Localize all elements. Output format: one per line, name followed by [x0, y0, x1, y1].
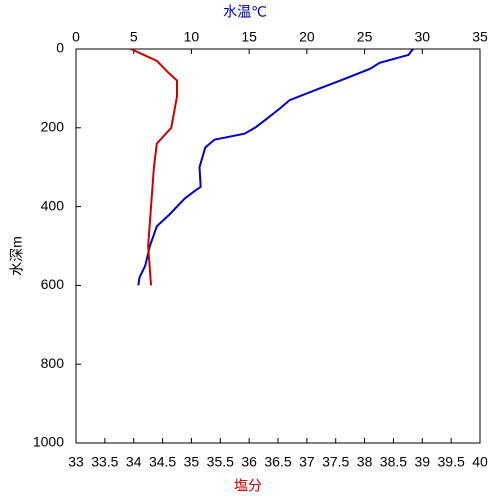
- x2-tick-label: 10: [184, 29, 200, 45]
- x-tick-label: 34.5: [149, 454, 176, 470]
- y-tick-label: 1000: [33, 434, 64, 450]
- x-tick-label: 36: [241, 454, 257, 470]
- x-tick-label: 38.5: [380, 454, 407, 470]
- x-axis-label: 塩分: [234, 478, 262, 494]
- x-tick-label: 38: [357, 454, 373, 470]
- x-tick-label: 35.5: [207, 454, 234, 470]
- x-tick-label: 36.5: [264, 454, 291, 470]
- profile-line: [137, 48, 414, 286]
- x-tick-label: 37: [299, 454, 315, 470]
- y-tick-label: 0: [56, 40, 64, 56]
- x2-tick-label: 20: [299, 29, 315, 45]
- profile-line: [130, 48, 178, 286]
- x-tick-label: 35: [184, 454, 200, 470]
- x-tick-label: 33.5: [91, 454, 118, 470]
- x2-axis-label: 水温℃: [223, 4, 267, 20]
- x2-tick-label: 0: [72, 29, 80, 45]
- plot-frame: [75, 48, 481, 444]
- x2-tick-label: 25: [357, 29, 373, 45]
- x-tick-label: 39.5: [438, 454, 465, 470]
- x2-tick-label: 15: [241, 29, 257, 45]
- x-tick-label: 34: [126, 454, 142, 470]
- y-tick-label: 800: [41, 355, 65, 371]
- y-tick-label: 600: [41, 276, 65, 292]
- x2-tick-label: 5: [130, 29, 138, 45]
- x2-tick-label: 35: [472, 29, 488, 45]
- x-tick-label: 40: [472, 454, 488, 470]
- y-tick-label: 200: [41, 119, 65, 135]
- x-tick-label: 39: [414, 454, 430, 470]
- y-axis-label: 水深m: [9, 236, 25, 276]
- x2-tick-label: 30: [414, 29, 430, 45]
- x-tick-label: 33: [68, 454, 84, 470]
- x-tick-label: 37.5: [322, 454, 349, 470]
- y-tick-label: 400: [41, 197, 65, 213]
